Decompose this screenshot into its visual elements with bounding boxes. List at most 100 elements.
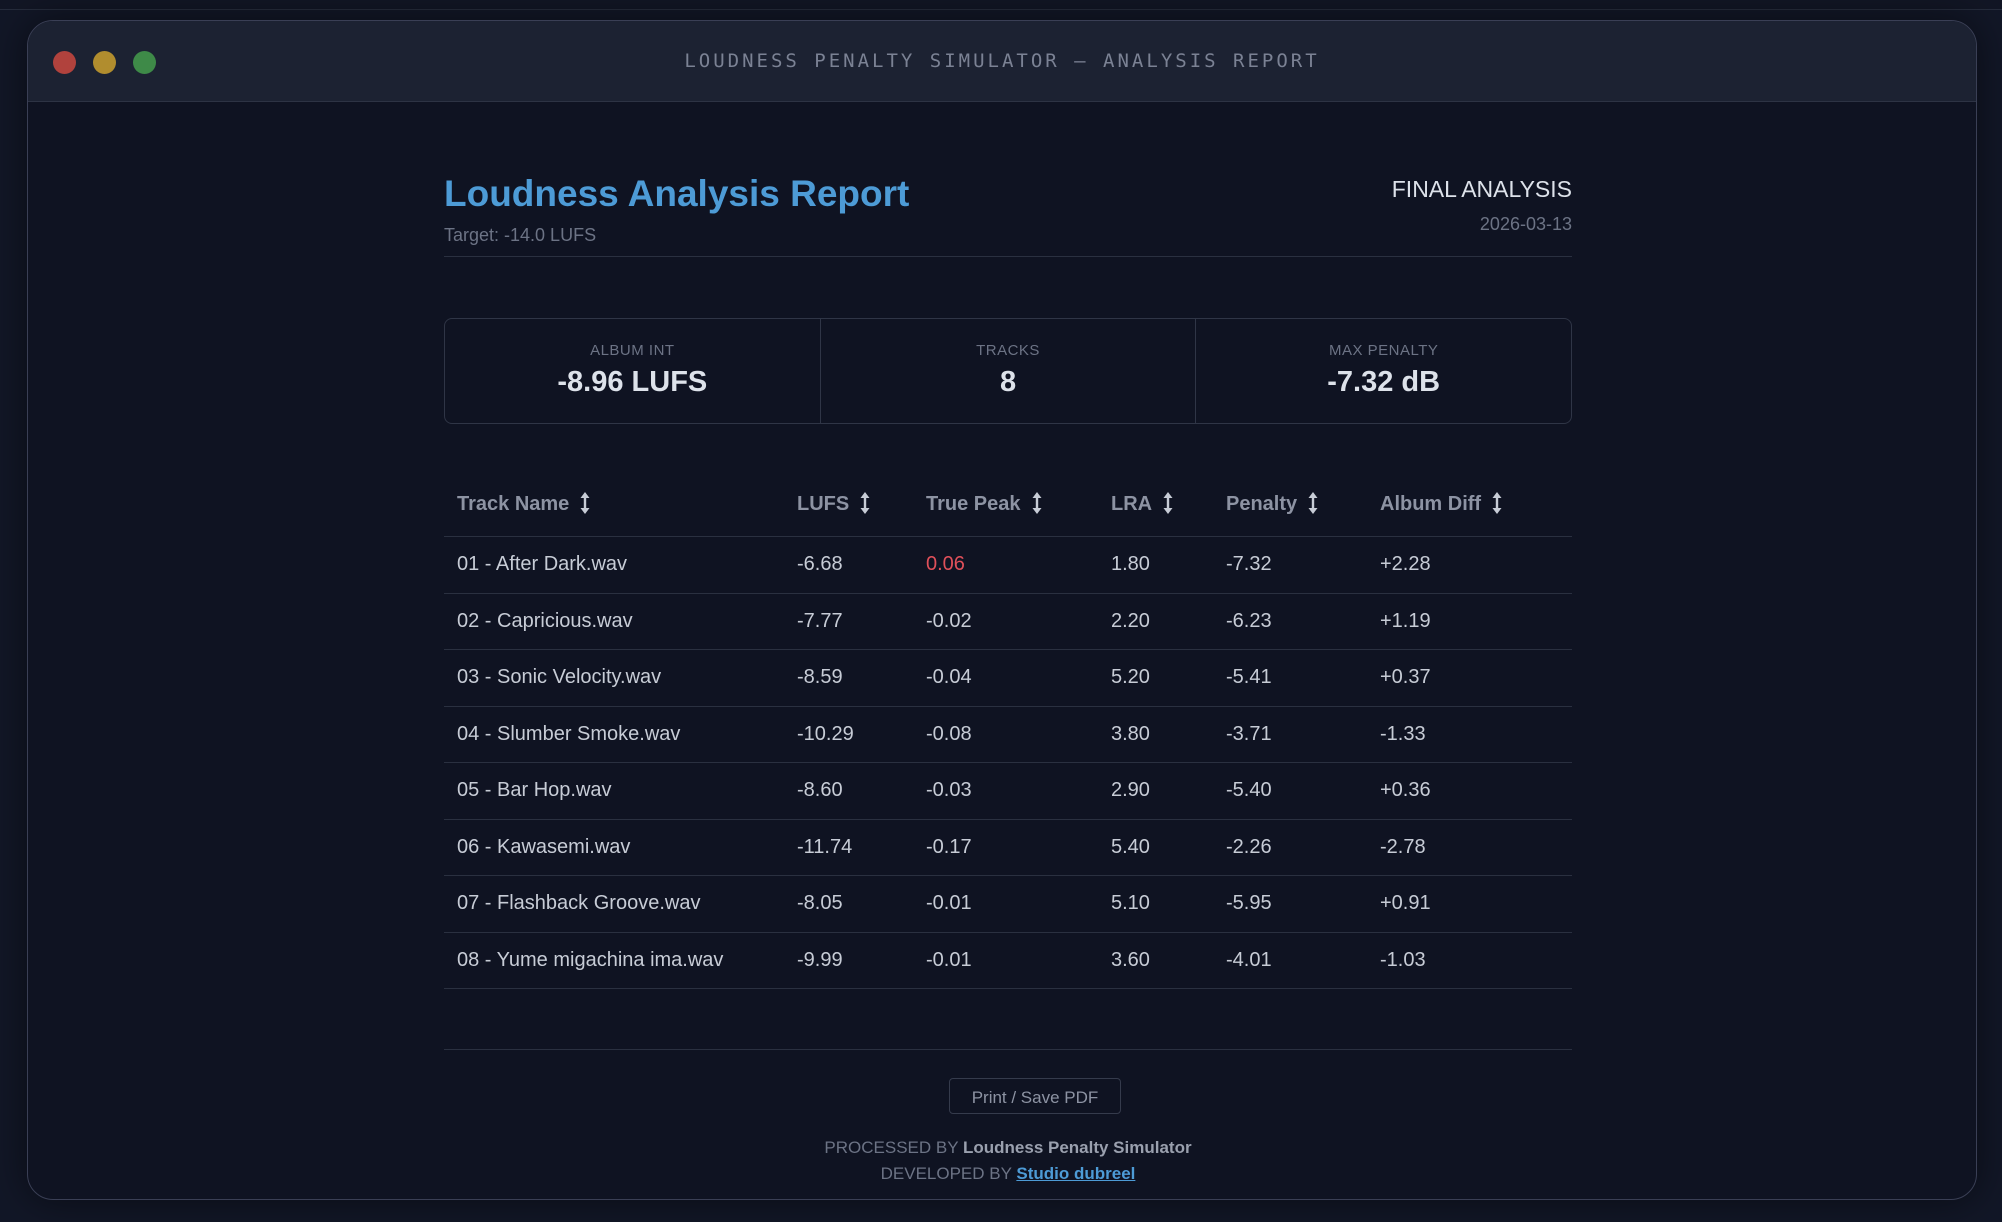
sort-updown-icon [1163,491,1173,514]
cell-lra: 1.80 [1111,536,1226,594]
column-header-album-diff[interactable]: Album Diff [1380,473,1572,537]
cell-penalty: -4.01 [1226,932,1380,989]
column-header-label: Album Diff [1380,493,1482,515]
stat-label: TRACKS [976,342,1040,359]
target-loudness: Target: -14.0 LUFS [444,225,597,245]
cell-track-name: 03 - Sonic Velocity.wav [444,649,797,707]
cell-lufs: -8.59 [797,649,926,707]
cell-lufs: -11.74 [797,819,926,876]
summary-max-penalty: MAX PENALTY -7.32 dB [1196,319,1571,423]
close-window-button[interactable] [53,51,76,74]
summary-tracks: TRACKS 8 [821,319,1197,423]
processed-by-line: PROCESSED BY Loudness Penalty Simulator [444,1135,1572,1161]
cell-track-name: 05 - Bar Hop.wav [444,762,797,820]
report-header: Loudness Analysis Report Target: -14.0 L… [444,101,1572,257]
table-row: 02 - Capricious.wav -7.77 -0.02 2.20 -6.… [444,593,1572,650]
summary-panel: ALBUM INT -8.96 LUFS TRACKS 8 MAX PENALT… [444,318,1572,424]
cell-true-peak: -0.01 [926,932,1111,989]
column-header-label: True Peak [926,493,1021,515]
cell-true-peak: -0.02 [926,593,1111,650]
column-header-label: LUFS [797,493,850,515]
table-row: 06 - Kawasemi.wav -11.74 -0.17 5.40 -2.2… [444,819,1572,876]
cell-true-peak: -0.04 [926,649,1111,707]
cell-lra: 5.10 [1111,875,1226,933]
stat-value: 8 [999,366,1017,398]
cell-lufs: -6.68 [797,536,926,594]
developer-link[interactable]: Studio dubreel [1016,1164,1136,1183]
title-bar: LOUDNESS PENALTY SIMULATOR — ANALYSIS RE… [28,21,1976,102]
window-title: LOUDNESS PENALTY SIMULATOR — ANALYSIS RE… [684,50,1320,72]
cell-true-peak: 0.06 [926,536,1111,594]
table-row: 01 - After Dark.wav -6.68 0.06 1.80 -7.3… [444,536,1572,594]
credits: PROCESSED BY Loudness Penalty Simulator … [444,1135,1572,1187]
developed-by-line: DEVELOPED BY Studio dubreel [444,1161,1572,1187]
developed-by-prefix: DEVELOPED BY [880,1164,1012,1183]
table-row: 05 - Bar Hop.wav -8.60 -0.03 2.90 -5.40 … [444,762,1572,820]
tracks-table: Track Name LUFS True Peak LRA Penalty Al… [444,473,1572,989]
sort-updown-icon [1492,491,1502,514]
sort-updown-icon [860,491,870,514]
cell-true-peak: -0.17 [926,819,1111,876]
column-header-lra[interactable]: LRA [1111,473,1226,537]
processed-by-prefix: PROCESSED BY [824,1138,959,1157]
summary-album-int: ALBUM INT -8.96 LUFS [445,319,821,423]
table-row: 07 - Flashback Groove.wav -8.05 -0.01 5.… [444,875,1572,933]
cell-album-diff: +2.28 [1380,536,1572,594]
cell-track-name: 04 - Slumber Smoke.wav [444,706,797,763]
report-title: Loudness Analysis Report [444,173,910,214]
stat-label: MAX PENALTY [1328,342,1439,359]
column-header-true-peak[interactable]: True Peak [926,473,1111,537]
report-content: Loudness Analysis Report Target: -14.0 L… [444,101,1572,1183]
cell-penalty: -5.95 [1226,875,1380,933]
table-row: 04 - Slumber Smoke.wav -10.29 -0.08 3.80… [444,706,1572,763]
cell-lufs: -8.60 [797,762,926,820]
table-row: 08 - Yume migachina ima.wav -9.99 -0.01 … [444,932,1572,989]
cell-lufs: -9.99 [797,932,926,989]
minimize-window-button[interactable] [93,51,116,74]
column-header-label: Track Name [457,493,570,515]
cell-album-diff: +0.36 [1380,762,1572,820]
cell-album-diff: -1.03 [1380,932,1572,989]
column-header-track-name[interactable]: Track Name [444,473,797,537]
cell-penalty: -7.32 [1226,536,1380,594]
cell-penalty: -3.71 [1226,706,1380,763]
table-header-row: Track Name LUFS True Peak LRA Penalty Al… [444,473,1572,537]
column-header-label: LRA [1111,493,1153,515]
cell-album-diff: +1.19 [1380,593,1572,650]
sort-updown-icon [580,491,590,514]
table-row: 03 - Sonic Velocity.wav -8.59 -0.04 5.20… [444,649,1572,707]
stat-value: -8.96 LUFS [557,366,708,398]
cell-lra: 2.20 [1111,593,1226,650]
cell-penalty: -5.41 [1226,649,1380,707]
cell-lra: 5.40 [1111,819,1226,876]
cell-lra: 2.90 [1111,762,1226,820]
top-edge [0,0,2002,10]
column-header-penalty[interactable]: Penalty [1226,473,1380,537]
cell-track-name: 01 - After Dark.wav [444,536,797,594]
cell-album-diff: +0.91 [1380,875,1572,933]
sort-updown-icon [1032,491,1042,514]
cell-album-diff: +0.37 [1380,649,1572,707]
print-save-pdf-button[interactable]: Print / Save PDF [949,1078,1121,1114]
analysis-date: 2026-03-13 [1479,214,1572,234]
cell-lufs: -10.29 [797,706,926,763]
cell-true-peak: -0.03 [926,762,1111,820]
cell-track-name: 07 - Flashback Groove.wav [444,875,797,933]
cell-penalty: -5.40 [1226,762,1380,820]
column-header-lufs[interactable]: LUFS [797,473,926,537]
cell-penalty: -2.26 [1226,819,1380,876]
stat-value: -7.32 dB [1327,366,1441,398]
column-header-label: Penalty [1226,493,1298,515]
footer-divider [444,1049,1572,1050]
cell-track-name: 06 - Kawasemi.wav [444,819,797,876]
processed-by-name: Loudness Penalty Simulator [962,1138,1192,1157]
zoom-window-button[interactable] [133,51,156,74]
cell-penalty: -6.23 [1226,593,1380,650]
cell-lufs: -7.77 [797,593,926,650]
cell-true-peak: -0.08 [926,706,1111,763]
cell-lufs: -8.05 [797,875,926,933]
cell-track-name: 08 - Yume migachina ima.wav [444,932,797,989]
sort-updown-icon [1308,491,1318,514]
cell-track-name: 02 - Capricious.wav [444,593,797,650]
cell-album-diff: -2.78 [1380,819,1572,876]
